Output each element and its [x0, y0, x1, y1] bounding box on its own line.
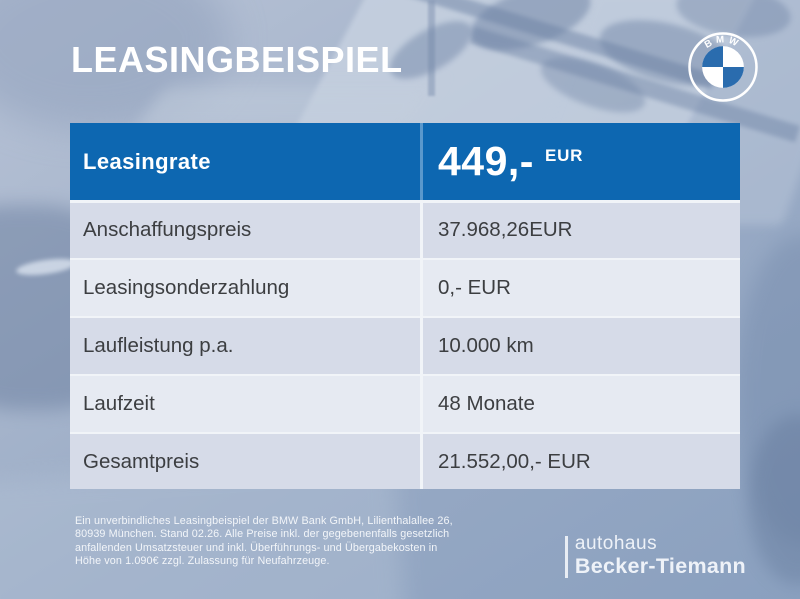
disclaimer-line: anfallenden Umsatzsteuer und inkl. Überf… — [75, 541, 438, 554]
table-row: Laufleistung p.a. 10.000 km — [70, 318, 740, 374]
column-divider — [420, 260, 423, 316]
row-value: 21.552,00,- EUR — [438, 449, 591, 473]
header-value-cell: 449,- EUR — [423, 123, 740, 200]
row-value: 48 Monate — [438, 391, 535, 415]
row-label: Leasingsonderzahlung — [83, 276, 290, 300]
dealer-logo: autohaus Becker-Tiemann — [565, 534, 746, 578]
row-value: 0,- EUR — [438, 276, 511, 300]
header-row-label: Leasingrate — [83, 148, 211, 174]
column-divider — [420, 376, 423, 432]
table-header-row: Leasingrate 449,- EUR — [70, 123, 740, 200]
disclaimer-line: Ein unverbindliches Leasingbeispiel der … — [75, 515, 453, 527]
bmw-logo-letters: BMW — [703, 34, 740, 50]
bg-pole — [428, 0, 435, 96]
dealer-name-top: autohaus — [574, 533, 658, 554]
row-value: 10.000 km — [438, 333, 534, 357]
bmw-roundel-blue-quarter — [702, 46, 723, 67]
disclaimer-text: Ein unverbindliches Leasingbeispiel der … — [75, 515, 453, 569]
disclaimer-line: Höhe von 1.090€ zzgl. Zulassung für Neuf… — [75, 555, 330, 568]
disclaimer-line: 80939 München. Stand 02.26. Alle Preise … — [75, 528, 450, 541]
column-divider — [420, 434, 423, 490]
column-divider — [420, 318, 423, 374]
column-divider — [420, 202, 423, 258]
row-value: 37.968,26EUR — [438, 218, 573, 242]
row-label: Laufzeit — [83, 391, 155, 415]
leasing-rate-currency: EUR — [544, 145, 584, 165]
column-divider — [420, 123, 423, 200]
bmw-logo-icon: BMW — [688, 32, 758, 102]
table-row: Gesamtpreis 21.552,00,- EUR — [70, 434, 740, 490]
bmw-roundel-blue-quarter — [723, 67, 744, 88]
leasing-rate-value: 449,- — [438, 138, 534, 184]
dealer-logo-bar — [565, 536, 568, 578]
row-label: Anschaffungspreis — [83, 218, 252, 242]
table-row: Laufzeit 48 Monate — [70, 376, 740, 432]
row-label: Gesamtpreis — [83, 449, 200, 473]
row-label: Laufleistung p.a. — [83, 333, 234, 357]
bmw-logo-ring — [688, 32, 758, 102]
page-title: LEASINGBEISPIEL — [71, 39, 403, 80]
table-row: Anschaffungspreis 37.968,26EUR — [70, 202, 740, 258]
leasing-table: Leasingrate 449,- EUR Anschaffungspreis … — [70, 123, 740, 490]
svg-text:BMW: BMW — [703, 34, 743, 50]
table-row: Leasingsonderzahlung 0,- EUR — [70, 260, 740, 316]
dealer-name-bottom: Becker-Tiemann — [574, 554, 746, 578]
header-label-cell: Leasingrate — [70, 123, 420, 200]
